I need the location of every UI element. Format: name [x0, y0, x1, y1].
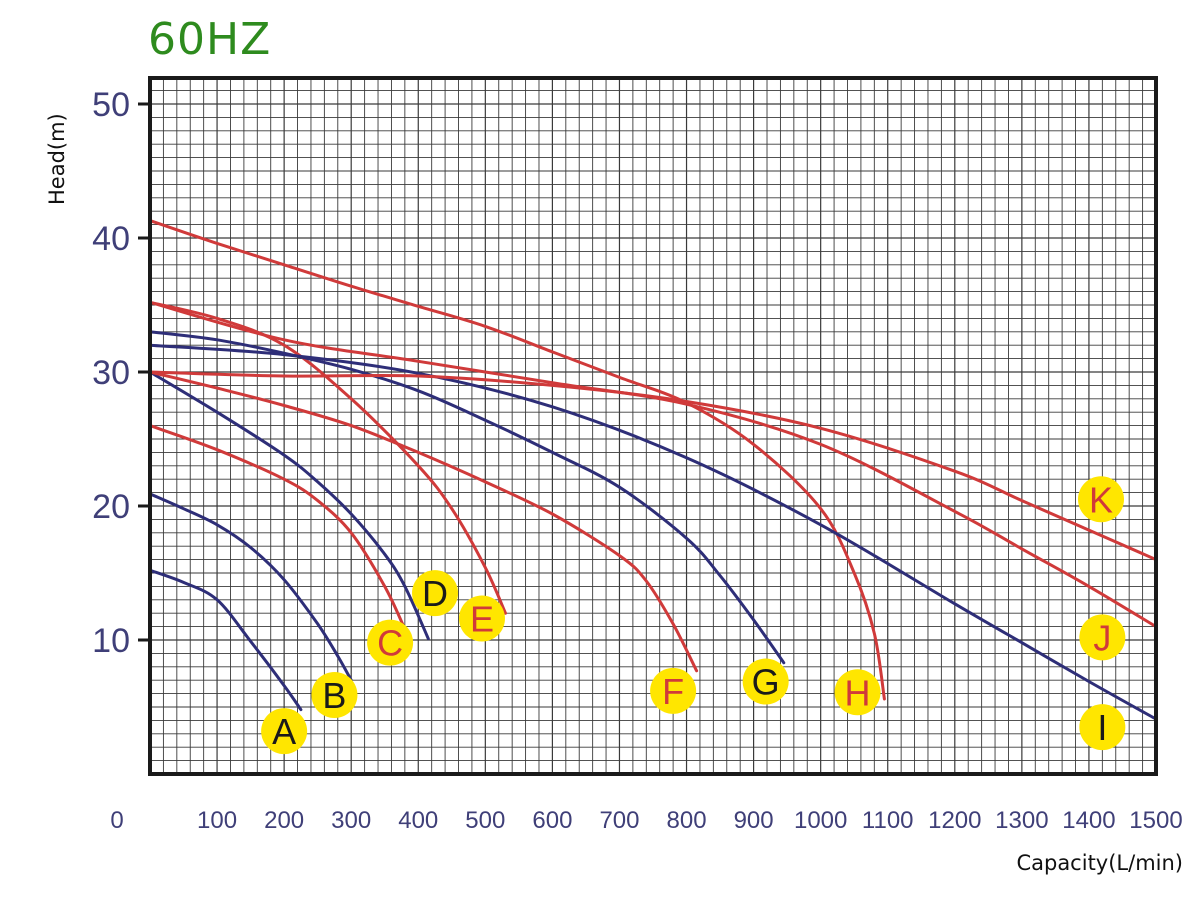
x-tick-label: 100 — [197, 807, 237, 834]
x-axis-title: Capacity(L/min) — [1016, 851, 1183, 875]
plot-frame — [148, 76, 1158, 776]
y-axis-title: Head(m) — [45, 113, 69, 205]
label-marker-text: K — [1089, 479, 1113, 520]
x-tick-label: 1000 — [794, 807, 847, 834]
y-tick-label: 40 — [92, 220, 130, 258]
label-marker-text: G — [752, 662, 780, 703]
x-tick-label: 300 — [331, 807, 371, 834]
curve-i — [148, 343, 1158, 721]
label-marker-text: F — [662, 671, 684, 712]
chart-title: 60HZ — [148, 14, 272, 65]
y-tick-label: 10 — [92, 622, 130, 660]
label-marker-text: D — [422, 573, 448, 614]
label-marker-dot — [834, 669, 881, 716]
label-marker-dot — [412, 570, 459, 617]
curve-label-k: K — [1078, 476, 1125, 523]
curve-d — [148, 370, 430, 641]
y-tick-label: 50 — [92, 86, 130, 124]
curve-h — [148, 219, 886, 701]
curve-c — [148, 424, 407, 631]
x-tick-label: 400 — [398, 807, 438, 834]
label-marker-dot — [1078, 476, 1125, 523]
label-marker-dot — [1079, 704, 1126, 751]
curve-label-f: F — [650, 667, 697, 714]
x-tick-label: 500 — [465, 807, 505, 834]
label-marker-dot — [261, 708, 308, 755]
curve-label-h: H — [834, 669, 881, 716]
curve-label-g: G — [742, 658, 789, 705]
x-tick-label: 1100 — [862, 807, 914, 834]
y-tick-label: 20 — [92, 488, 130, 526]
curve-k — [148, 370, 1158, 562]
label-marker-text: E — [470, 599, 494, 640]
curve-label-i: I — [1079, 704, 1126, 751]
x-tick-label: 600 — [532, 807, 572, 834]
curve-label-c: C — [367, 619, 414, 666]
curve-label-b: B — [311, 671, 358, 718]
label-marker-text: J — [1093, 617, 1111, 658]
x-tick-label: 900 — [734, 807, 774, 834]
label-marker-dot — [1079, 614, 1126, 661]
curves-layer — [148, 219, 1158, 721]
y-tick-marks — [138, 102, 150, 642]
label-marker-dot — [650, 667, 697, 714]
curve-label-j: J — [1079, 614, 1126, 661]
x-tick-label: 1500 — [1129, 807, 1182, 834]
curve-a — [148, 568, 303, 712]
y-tick-labels: 10 20 30 40 50 — [92, 86, 130, 660]
label-marker-dot — [742, 658, 789, 705]
y-tick-label: 30 — [92, 354, 130, 392]
x-tick-label: 200 — [264, 807, 304, 834]
x-tick-label: 1200 — [928, 807, 981, 834]
label-marker-text: B — [322, 675, 346, 716]
curve-b — [148, 492, 353, 682]
curve-g — [148, 330, 786, 665]
curve-f — [148, 370, 699, 673]
x-tick-label: 1300 — [995, 807, 1048, 834]
label-marker-dot — [367, 619, 414, 666]
label-marker-text: H — [845, 672, 871, 713]
curve-label-d: D — [412, 570, 459, 617]
label-marker-text: I — [1097, 707, 1107, 748]
curve-label-e: E — [458, 595, 505, 642]
grid — [150, 78, 1156, 774]
label-marker-dot — [458, 595, 505, 642]
x-tick-label: 800 — [667, 807, 707, 834]
label-marker-text: A — [272, 711, 296, 752]
label-marker-dot — [311, 671, 358, 718]
curve-j — [148, 300, 1158, 629]
label-marker-text: C — [377, 623, 403, 664]
x-tick-label: 700 — [599, 807, 639, 834]
x-tick-labels: 0 100 200 300 400 500 600 700 800 900 1000 1100 1200… — [110, 807, 1182, 834]
x-tick-label: 0 — [110, 807, 123, 834]
curve-e — [148, 300, 507, 615]
curve-label-a: A — [261, 708, 308, 755]
x-tick-label: 1400 — [1062, 807, 1115, 834]
